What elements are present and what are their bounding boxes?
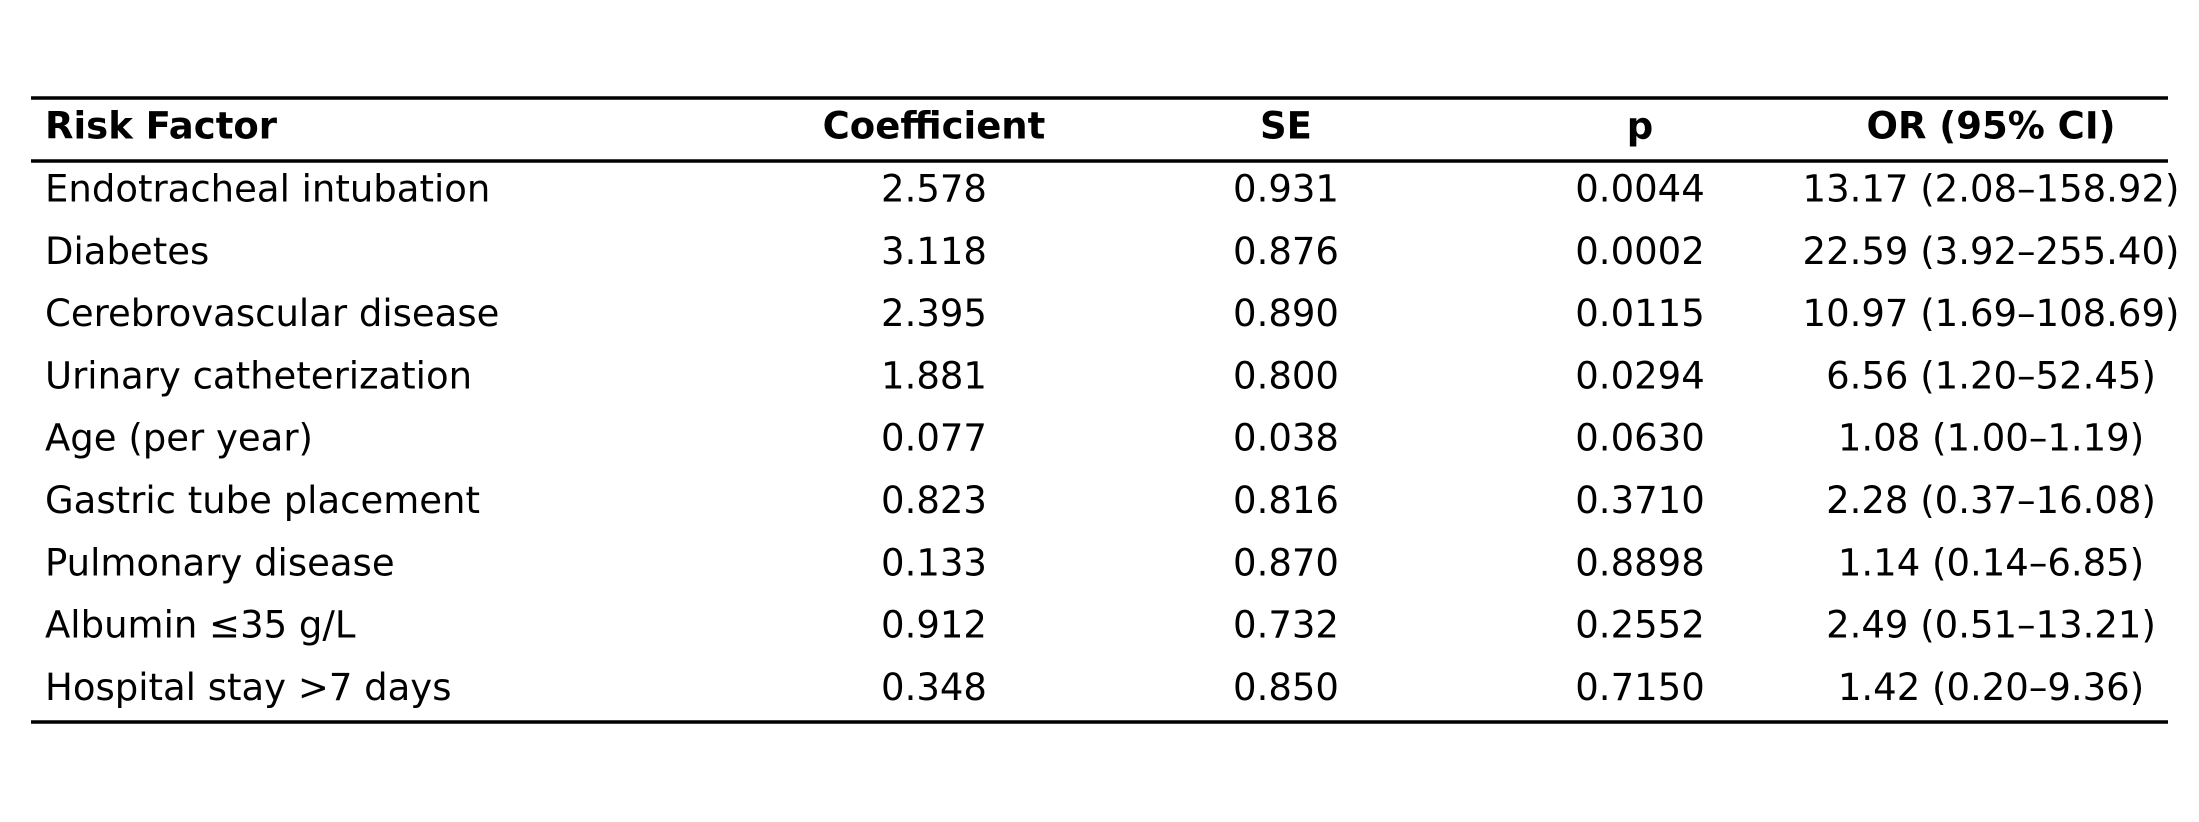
cell: 0.0630 xyxy=(1575,417,1704,460)
cell: 0.823 xyxy=(881,479,987,522)
cell: 0.870 xyxy=(1233,541,1339,584)
cell: 0.890 xyxy=(1233,292,1339,335)
cell: 1.08 (1.00–1.19) xyxy=(1838,417,2144,460)
cell: Urinary catheterization xyxy=(45,354,472,397)
cell: 0.8898 xyxy=(1575,541,1704,584)
cell: 2.395 xyxy=(881,292,987,335)
cell: Diabetes xyxy=(45,230,209,273)
cell: 13.17 (2.08–158.92) xyxy=(1803,168,2180,211)
cell: Endotracheal intubation xyxy=(45,168,490,211)
cell: 0.133 xyxy=(881,541,987,584)
cell: 0.3710 xyxy=(1575,479,1704,522)
cell: 22.59 (3.92–255.40) xyxy=(1803,230,2180,273)
cell: 0.0002 xyxy=(1575,230,1704,273)
cell: 1.14 (0.14–6.85) xyxy=(1838,541,2144,584)
cell: 0.850 xyxy=(1233,666,1339,709)
header-cell: p xyxy=(1627,105,1654,148)
cell: 10.97 (1.69–108.69) xyxy=(1803,292,2180,335)
cell: 1.881 xyxy=(881,354,987,397)
cell: 0.816 xyxy=(1233,479,1339,522)
cell: 0.2552 xyxy=(1575,604,1704,647)
cell: 3.118 xyxy=(881,230,987,273)
cell: 0.912 xyxy=(881,604,987,647)
cell: 6.56 (1.20–52.45) xyxy=(1826,354,2156,397)
cell: 0.7150 xyxy=(1575,666,1704,709)
cell: 0.038 xyxy=(1233,417,1339,460)
cell: Pulmonary disease xyxy=(45,541,395,584)
cell: Gastric tube placement xyxy=(45,479,480,522)
cell: 0.732 xyxy=(1233,604,1339,647)
header-cell: OR (95% CI) xyxy=(1866,105,2115,148)
cell: 0.931 xyxy=(1233,168,1339,211)
cell: 0.0044 xyxy=(1575,168,1704,211)
cell: Hospital stay >7 days xyxy=(45,666,451,709)
cell: 0.800 xyxy=(1233,354,1339,397)
cell: 1.42 (0.20–9.36) xyxy=(1838,666,2144,709)
cell: 0.077 xyxy=(881,417,987,460)
cell: 0.0294 xyxy=(1575,354,1704,397)
cell: Albumin ≤35 g/L xyxy=(45,604,356,647)
cell: 2.28 (0.37–16.08) xyxy=(1826,479,2156,522)
cell: 2.578 xyxy=(881,168,987,211)
header-cell: Risk Factor xyxy=(45,105,278,148)
cell: 0.348 xyxy=(881,666,987,709)
header-cell: Coefficient xyxy=(823,105,1046,148)
cell: Age (per year) xyxy=(45,417,313,460)
cell: 0.876 xyxy=(1233,230,1339,273)
cell: Cerebrovascular disease xyxy=(45,292,499,335)
cell: 0.0115 xyxy=(1575,292,1704,335)
cell: 2.49 (0.51–13.21) xyxy=(1826,604,2156,647)
header-cell: SE xyxy=(1260,105,1312,148)
